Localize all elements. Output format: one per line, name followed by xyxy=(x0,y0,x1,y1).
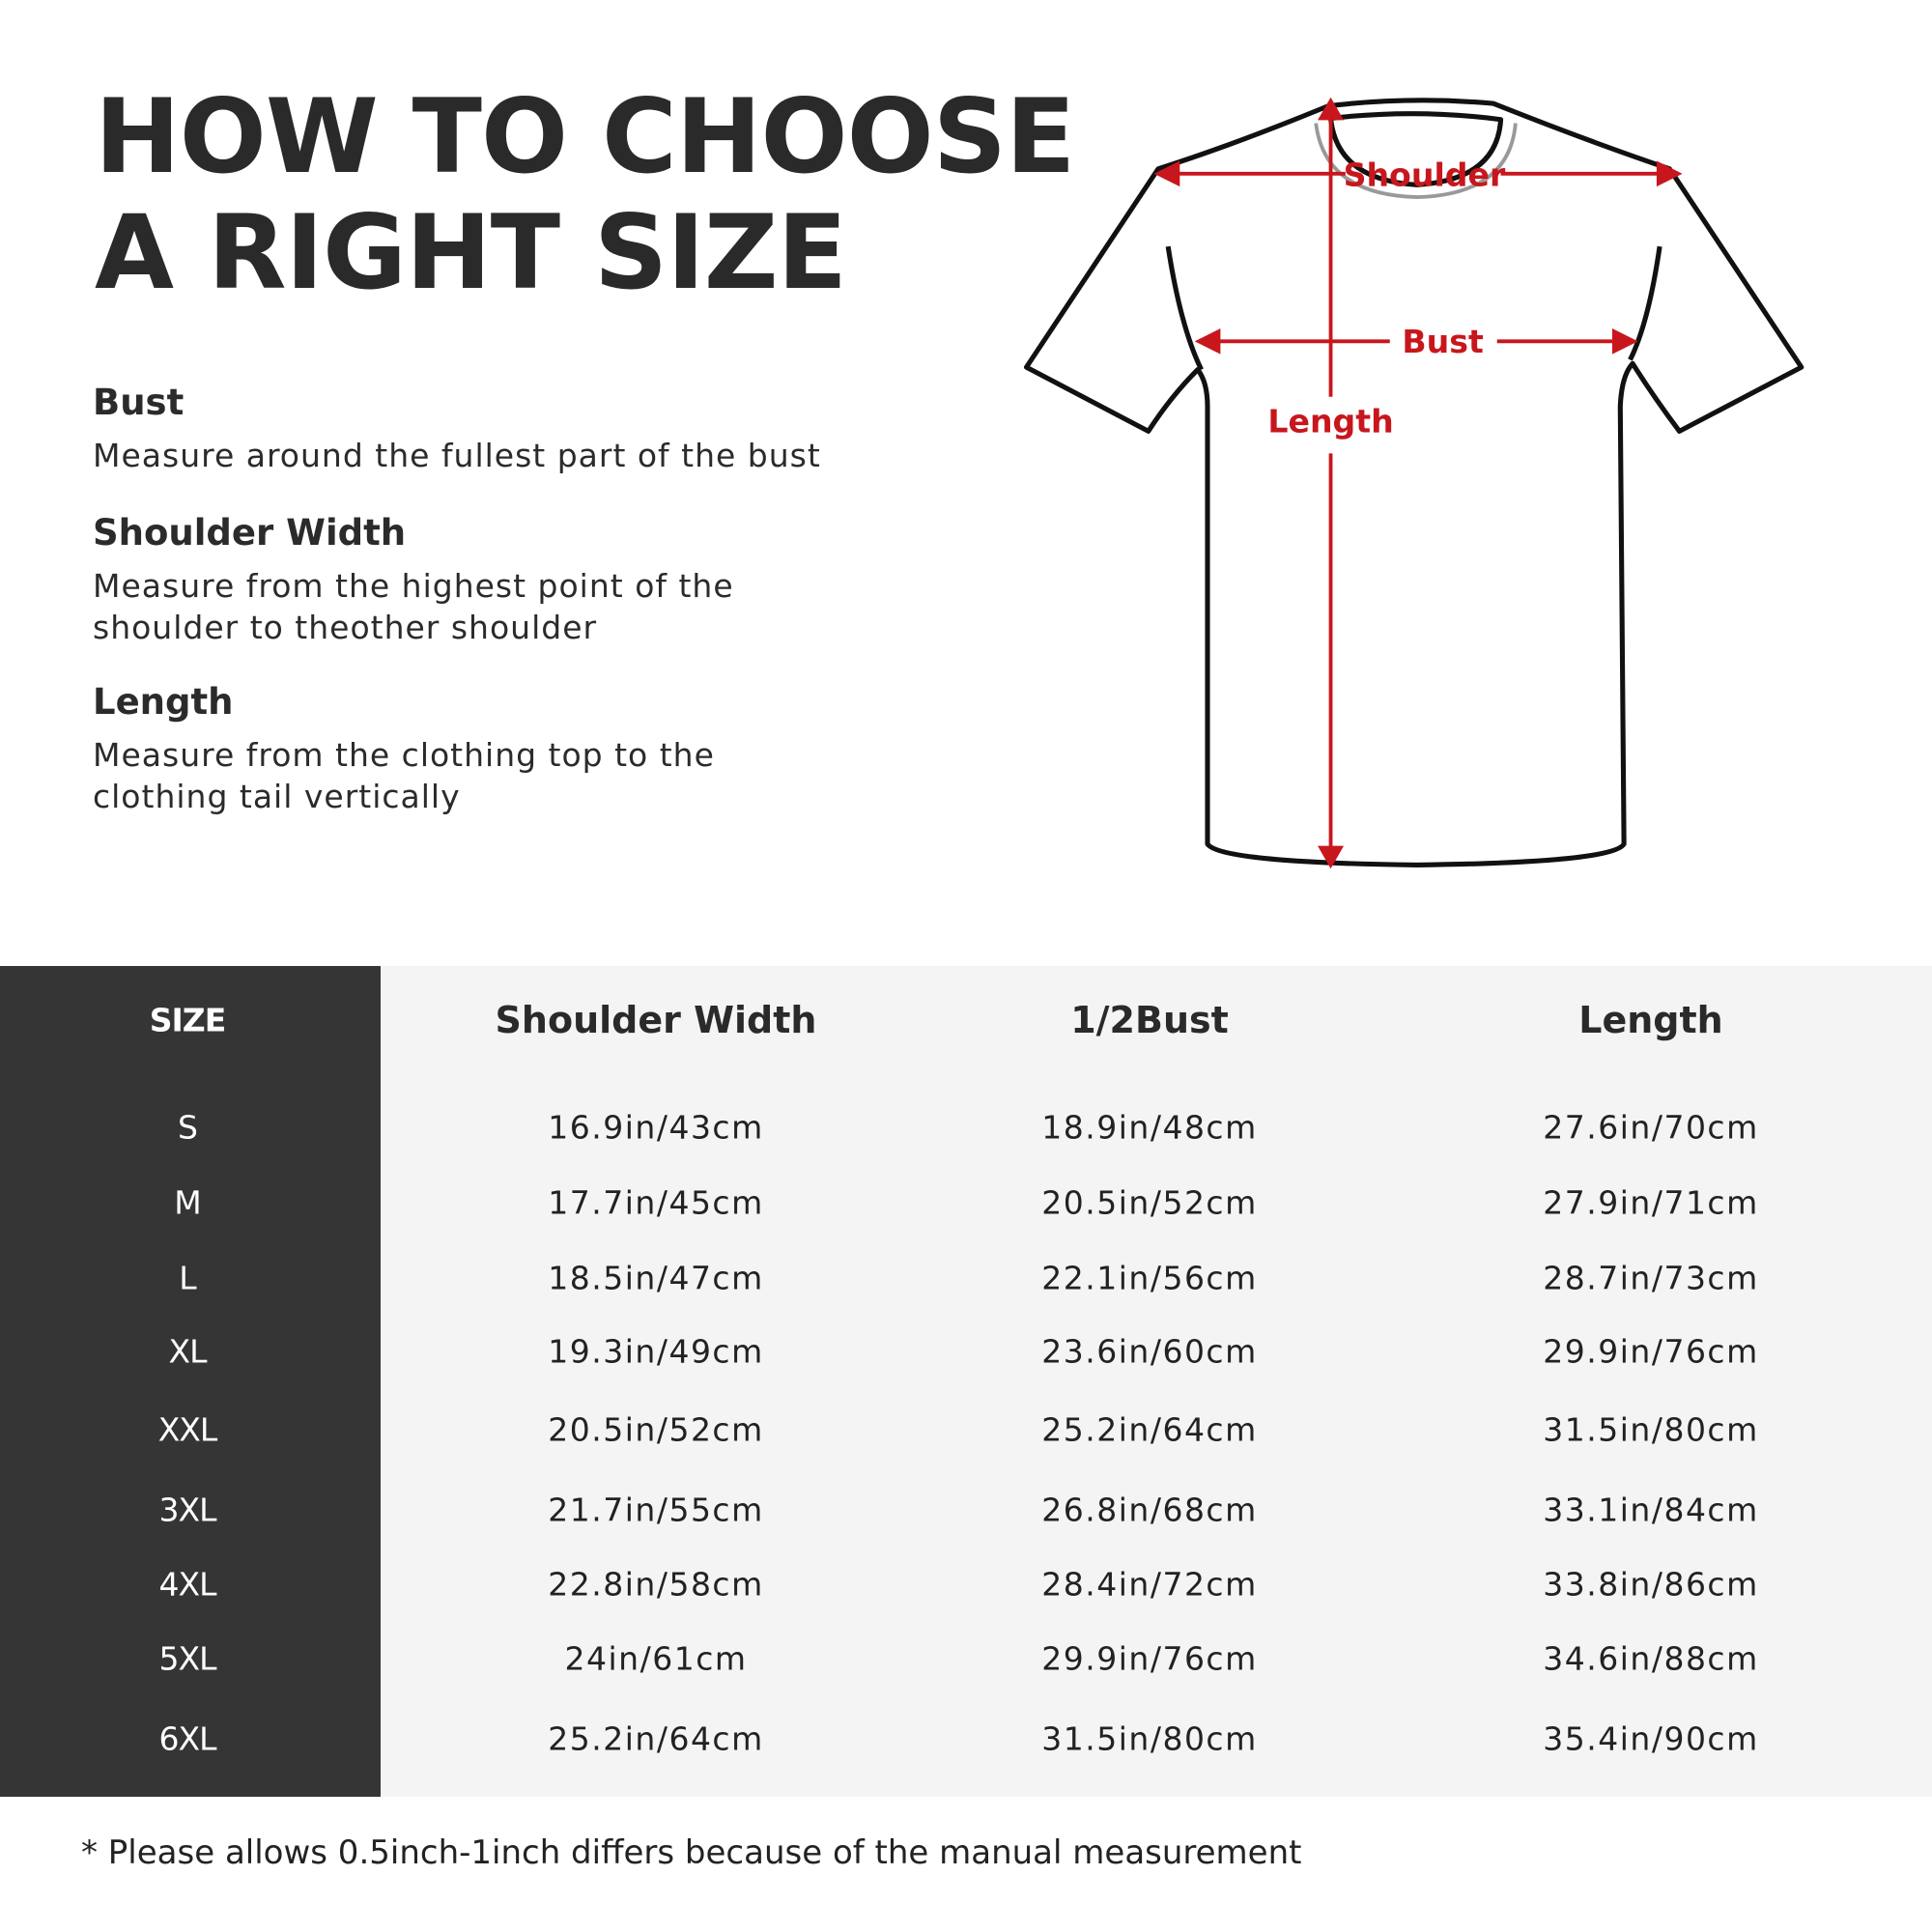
cell-length: 35.4in/90cm xyxy=(1543,1719,1759,1758)
cell-size: 5XL xyxy=(158,1639,217,1678)
cell-size: 3XL xyxy=(158,1491,217,1529)
header-size: SIZE xyxy=(149,1001,227,1039)
cell-half-bust: 26.8in/68cm xyxy=(1041,1491,1258,1529)
cell-size: XL xyxy=(168,1332,208,1371)
shoulder-description-2: shoulder to theother shoulder xyxy=(93,609,598,646)
cell-shoulder-width: 18.5in/47cm xyxy=(548,1259,764,1297)
cell-shoulder-width: 16.9in/43cm xyxy=(548,1108,764,1147)
cell-shoulder-width: 19.3in/49cm xyxy=(548,1332,764,1371)
cell-half-bust: 29.9in/76cm xyxy=(1041,1639,1258,1678)
cell-half-bust: 25.2in/64cm xyxy=(1041,1410,1258,1449)
footnote: * Please allows 0.5inch-1inch differs be… xyxy=(81,1833,1302,1872)
cell-length: 27.9in/71cm xyxy=(1543,1183,1759,1222)
bust-description: Measure around the fullest part of the b… xyxy=(93,437,821,474)
tshirt-outline xyxy=(1023,98,1804,867)
cell-shoulder-width: 20.5in/52cm xyxy=(548,1410,764,1449)
cell-size: L xyxy=(179,1259,196,1297)
shoulder-description-1: Measure from the highest point of the xyxy=(93,567,734,605)
cell-size: 6XL xyxy=(158,1719,217,1758)
cell-shoulder-width: 22.8in/58cm xyxy=(548,1565,764,1604)
cell-half-bust: 18.9in/48cm xyxy=(1041,1108,1258,1147)
cell-shoulder-width: 25.2in/64cm xyxy=(548,1719,764,1758)
cell-length: 28.7in/73cm xyxy=(1543,1259,1759,1297)
cell-size: S xyxy=(178,1108,198,1147)
shoulder-heading: Shoulder Width xyxy=(93,512,407,554)
length-heading: Length xyxy=(93,681,234,723)
cell-half-bust: 28.4in/72cm xyxy=(1041,1565,1258,1604)
header-length: Length xyxy=(1578,999,1723,1041)
cell-size: 4XL xyxy=(158,1565,217,1604)
header-half-bust: 1/2Bust xyxy=(1070,999,1229,1041)
cell-half-bust: 23.6in/60cm xyxy=(1041,1332,1258,1371)
length-description-1: Measure from the clothing top to the xyxy=(93,736,715,774)
cell-shoulder-width: 21.7in/55cm xyxy=(548,1491,764,1529)
cell-size: M xyxy=(174,1183,202,1222)
bust-heading: Bust xyxy=(93,382,185,423)
cell-length: 27.6in/70cm xyxy=(1543,1108,1759,1147)
cell-length: 29.9in/76cm xyxy=(1543,1332,1759,1371)
cell-length: 34.6in/88cm xyxy=(1543,1639,1759,1678)
cell-shoulder-width: 17.7in/45cm xyxy=(548,1183,764,1222)
cell-half-bust: 22.1in/56cm xyxy=(1041,1259,1258,1297)
tshirt-collar xyxy=(1327,111,1504,187)
size-table: SIZE Shoulder Width 1/2Bust Length S 16.9in/4… xyxy=(0,966,1932,1797)
bust-label: Bust xyxy=(1402,323,1484,360)
cell-shoulder-width: 24in/61cm xyxy=(564,1639,748,1678)
cell-length: 31.5in/80cm xyxy=(1543,1410,1759,1449)
length-description-2: clothing tail vertically xyxy=(93,778,461,815)
cell-half-bust: 20.5in/52cm xyxy=(1041,1183,1258,1222)
shoulder-label: Shoulder xyxy=(1344,156,1506,194)
cell-size: XXL xyxy=(157,1410,218,1449)
size-column xyxy=(0,966,381,1797)
page-title: HOW TO CHOOSE A RIGHT SIZE xyxy=(95,77,1075,312)
header-shoulder-width: Shoulder Width xyxy=(495,999,817,1041)
length-label: Length xyxy=(1267,403,1393,440)
cell-length: 33.8in/86cm xyxy=(1543,1565,1759,1604)
cell-half-bust: 31.5in/80cm xyxy=(1041,1719,1258,1758)
cell-length: 33.1in/84cm xyxy=(1543,1491,1759,1529)
